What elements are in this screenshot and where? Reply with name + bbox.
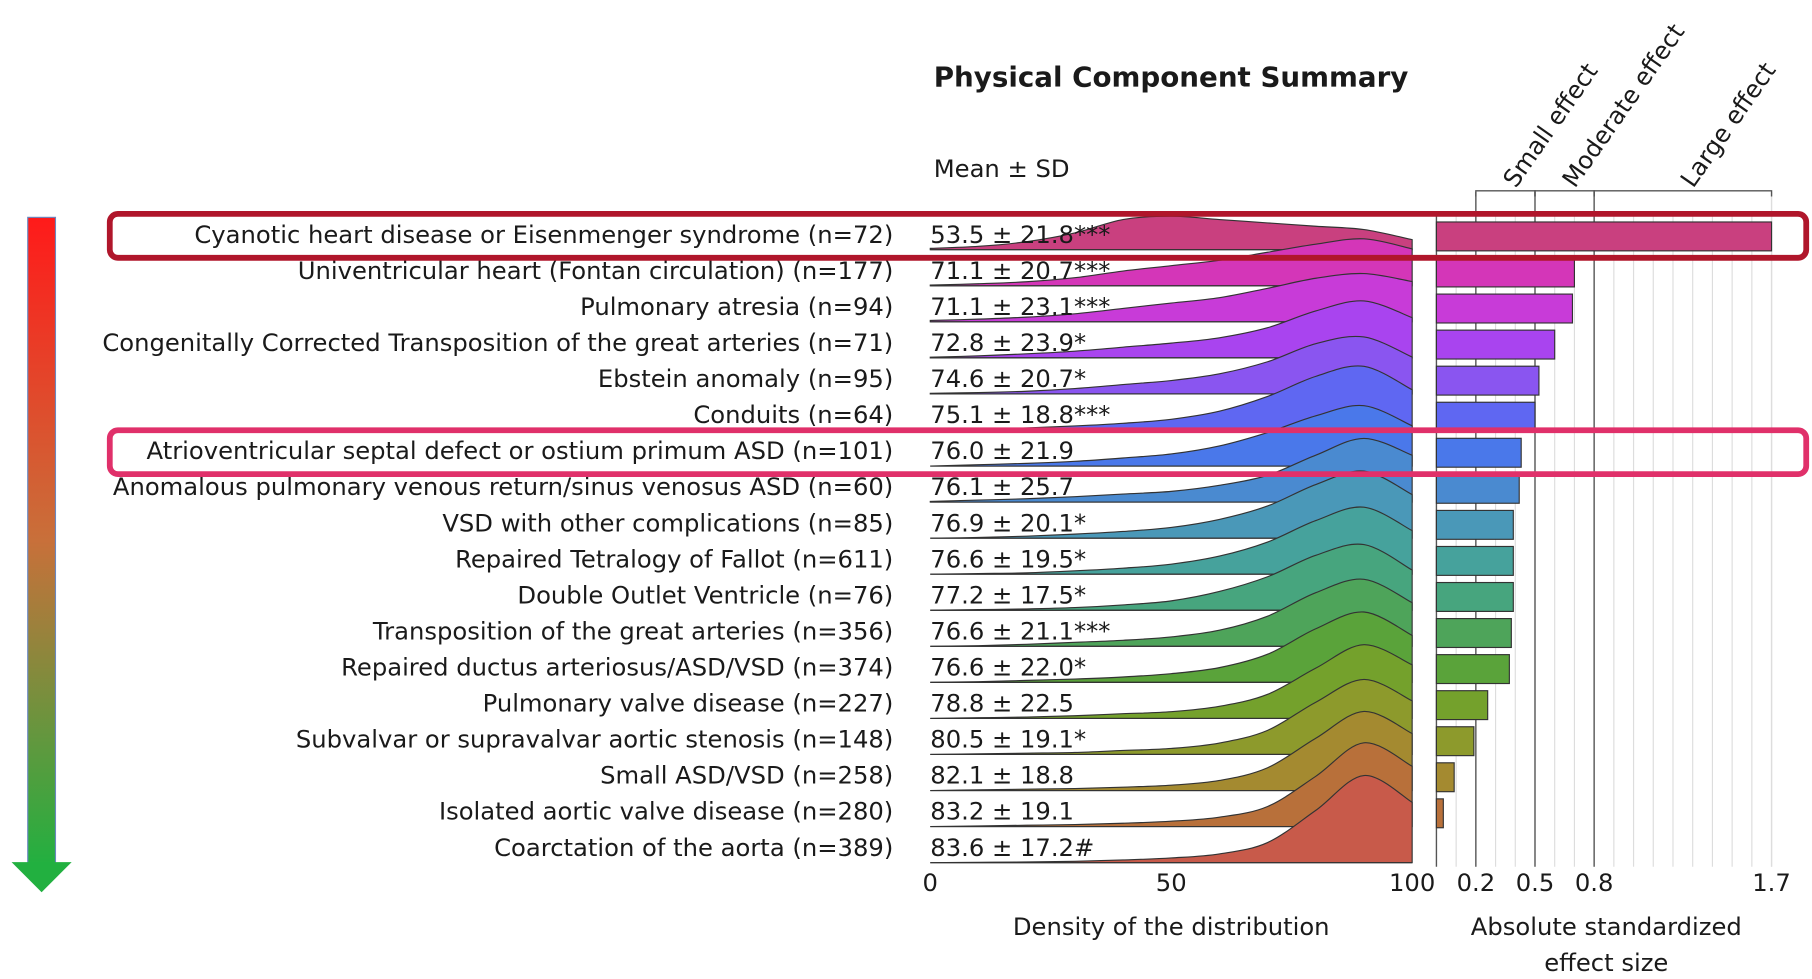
- effect-bar: [1435, 221, 1773, 252]
- mean-sd: 76.9 ± 20.1*: [930, 508, 1086, 537]
- mean-sd: 83.2 ± 19.1: [930, 797, 1074, 826]
- x-tick-label: 0.8: [1575, 868, 1614, 897]
- effect-bar: [1435, 690, 1489, 721]
- effect-bar: [1435, 257, 1575, 288]
- effect-bar: [1435, 365, 1540, 396]
- density-ridge: [930, 644, 1413, 720]
- mean-sd: 72.8 ± 23.9*: [930, 328, 1086, 357]
- row-label: Double Outlet Ventricle (n=76): [517, 580, 893, 609]
- x-tick-label: 0.2: [1457, 868, 1496, 897]
- density-ridge: [930, 506, 1413, 575]
- mean-sd: 74.6 ± 20.7*: [930, 364, 1086, 393]
- mean-sd: 82.1 ± 18.8: [930, 761, 1074, 790]
- column-header: Mean ± SD: [934, 154, 1070, 183]
- row-label: Pulmonary valve disease (n=227): [483, 689, 894, 718]
- row-label: Isolated aortic valve disease (n=280): [439, 797, 893, 826]
- row-label: Univentricular heart (Fontan circulation…: [298, 256, 894, 285]
- density-ridge: [929, 335, 1413, 395]
- effect-bar: [1435, 618, 1512, 649]
- mean-sd: 76.6 ± 21.1***: [930, 616, 1110, 645]
- row-label: Anomalous pulmonary venous return/sinus …: [113, 472, 893, 501]
- x-axis-label: Density of the distribution: [1013, 912, 1330, 941]
- chart-title: Physical Component Summary: [934, 61, 1409, 94]
- row-label: Cyanotic heart disease or Eisenmenger sy…: [194, 220, 893, 249]
- mean-sd: 83.6 ± 17.2#: [930, 833, 1094, 862]
- effect-bar: [1435, 762, 1455, 793]
- row-label: Atrioventricular septal defect or ostium…: [147, 436, 894, 465]
- density-ridge: [930, 404, 1413, 467]
- row-label: Ebstein anomaly (n=95): [598, 364, 893, 393]
- effect-bar: [1435, 401, 1536, 432]
- effect-bar: [1435, 437, 1522, 468]
- density-ridge: [930, 611, 1413, 683]
- density-ridge: [929, 272, 1413, 323]
- effect-bar: [1435, 581, 1514, 612]
- x-axis-label: Absolute standardized effect size: [1471, 912, 1742, 977]
- row-label: Repaired ductus arteriosus/ASD/VSD (n=37…: [341, 653, 893, 682]
- row-label: Repaired Tetralogy of Fallot (n=611): [455, 544, 893, 573]
- row-label: Congenitally Corrected Transposition of …: [102, 328, 893, 357]
- effect-bar: [1435, 293, 1574, 324]
- effect-bar: [1435, 654, 1510, 685]
- mean-sd: 76.1 ± 25.7: [930, 472, 1074, 501]
- density-ridge: [929, 238, 1413, 287]
- band-label: Large effect: [1674, 57, 1781, 193]
- effect-bar: [1435, 798, 1444, 829]
- ridges: [929, 191, 1773, 867]
- mean-sd: 76.6 ± 19.5*: [930, 544, 1086, 573]
- density-ridge: [930, 543, 1413, 611]
- x-tick-label: 0.5: [1516, 868, 1555, 897]
- mean-sd: 53.5 ± 21.8***: [930, 220, 1110, 249]
- x-tick-label: 0: [923, 868, 938, 897]
- band-bracket: [1593, 190, 1773, 197]
- mean-sd: 78.8 ± 22.5: [930, 689, 1074, 718]
- effect-bar: [1435, 726, 1475, 757]
- mean-sd: 71.1 ± 23.1***: [930, 292, 1110, 321]
- row-label: VSD with other complications (n=85): [442, 508, 893, 537]
- effect-bar: [1435, 545, 1514, 576]
- density-ridge: [930, 678, 1413, 756]
- mean-sd: 76.6 ± 22.0*: [930, 653, 1086, 682]
- density-ridge: [930, 578, 1413, 647]
- mean-sd: 77.2 ± 17.5*: [930, 580, 1086, 609]
- x-tick-label: 50: [1156, 868, 1187, 897]
- highlight-box: [106, 427, 1810, 478]
- row-label: Pulmonary atresia (n=94): [580, 292, 893, 321]
- density-ridge: [929, 437, 1413, 503]
- x-tick-label: 100: [1389, 868, 1435, 897]
- row-label: Transposition of the great arteries (n=3…: [372, 616, 893, 645]
- row-label: Small ASD/VSD (n=258): [600, 761, 893, 790]
- mean-sd: 80.5 ± 19.1*: [930, 725, 1086, 754]
- highlight-box: [106, 210, 1810, 261]
- density-ridge: [930, 710, 1413, 792]
- band-bracket: [1475, 190, 1536, 197]
- effect-bar: [1435, 509, 1514, 540]
- density-ridge: [929, 300, 1413, 359]
- row-label: Coarctation of the aorta (n=389): [494, 833, 893, 862]
- band-bracket: [1534, 190, 1595, 197]
- density-ridge: [930, 742, 1413, 828]
- row-label: Conduits (n=64): [693, 400, 893, 429]
- gradient-arrow: [11, 216, 72, 893]
- mean-sd: 75.1 ± 18.8***: [930, 400, 1110, 429]
- mean-sd: 71.1 ± 20.7***: [930, 256, 1110, 285]
- mean-sd: 76.0 ± 21.9: [930, 436, 1074, 465]
- effect-bar: [1435, 329, 1556, 360]
- row-label: Subvalvar or supravalvar aortic stenosis…: [296, 725, 893, 754]
- x-tick-label: 1.7: [1752, 868, 1791, 897]
- effect-bar: [1435, 473, 1520, 504]
